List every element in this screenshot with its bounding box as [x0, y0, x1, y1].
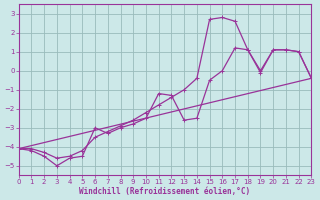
X-axis label: Windchill (Refroidissement éolien,°C): Windchill (Refroidissement éolien,°C) [79, 187, 251, 196]
